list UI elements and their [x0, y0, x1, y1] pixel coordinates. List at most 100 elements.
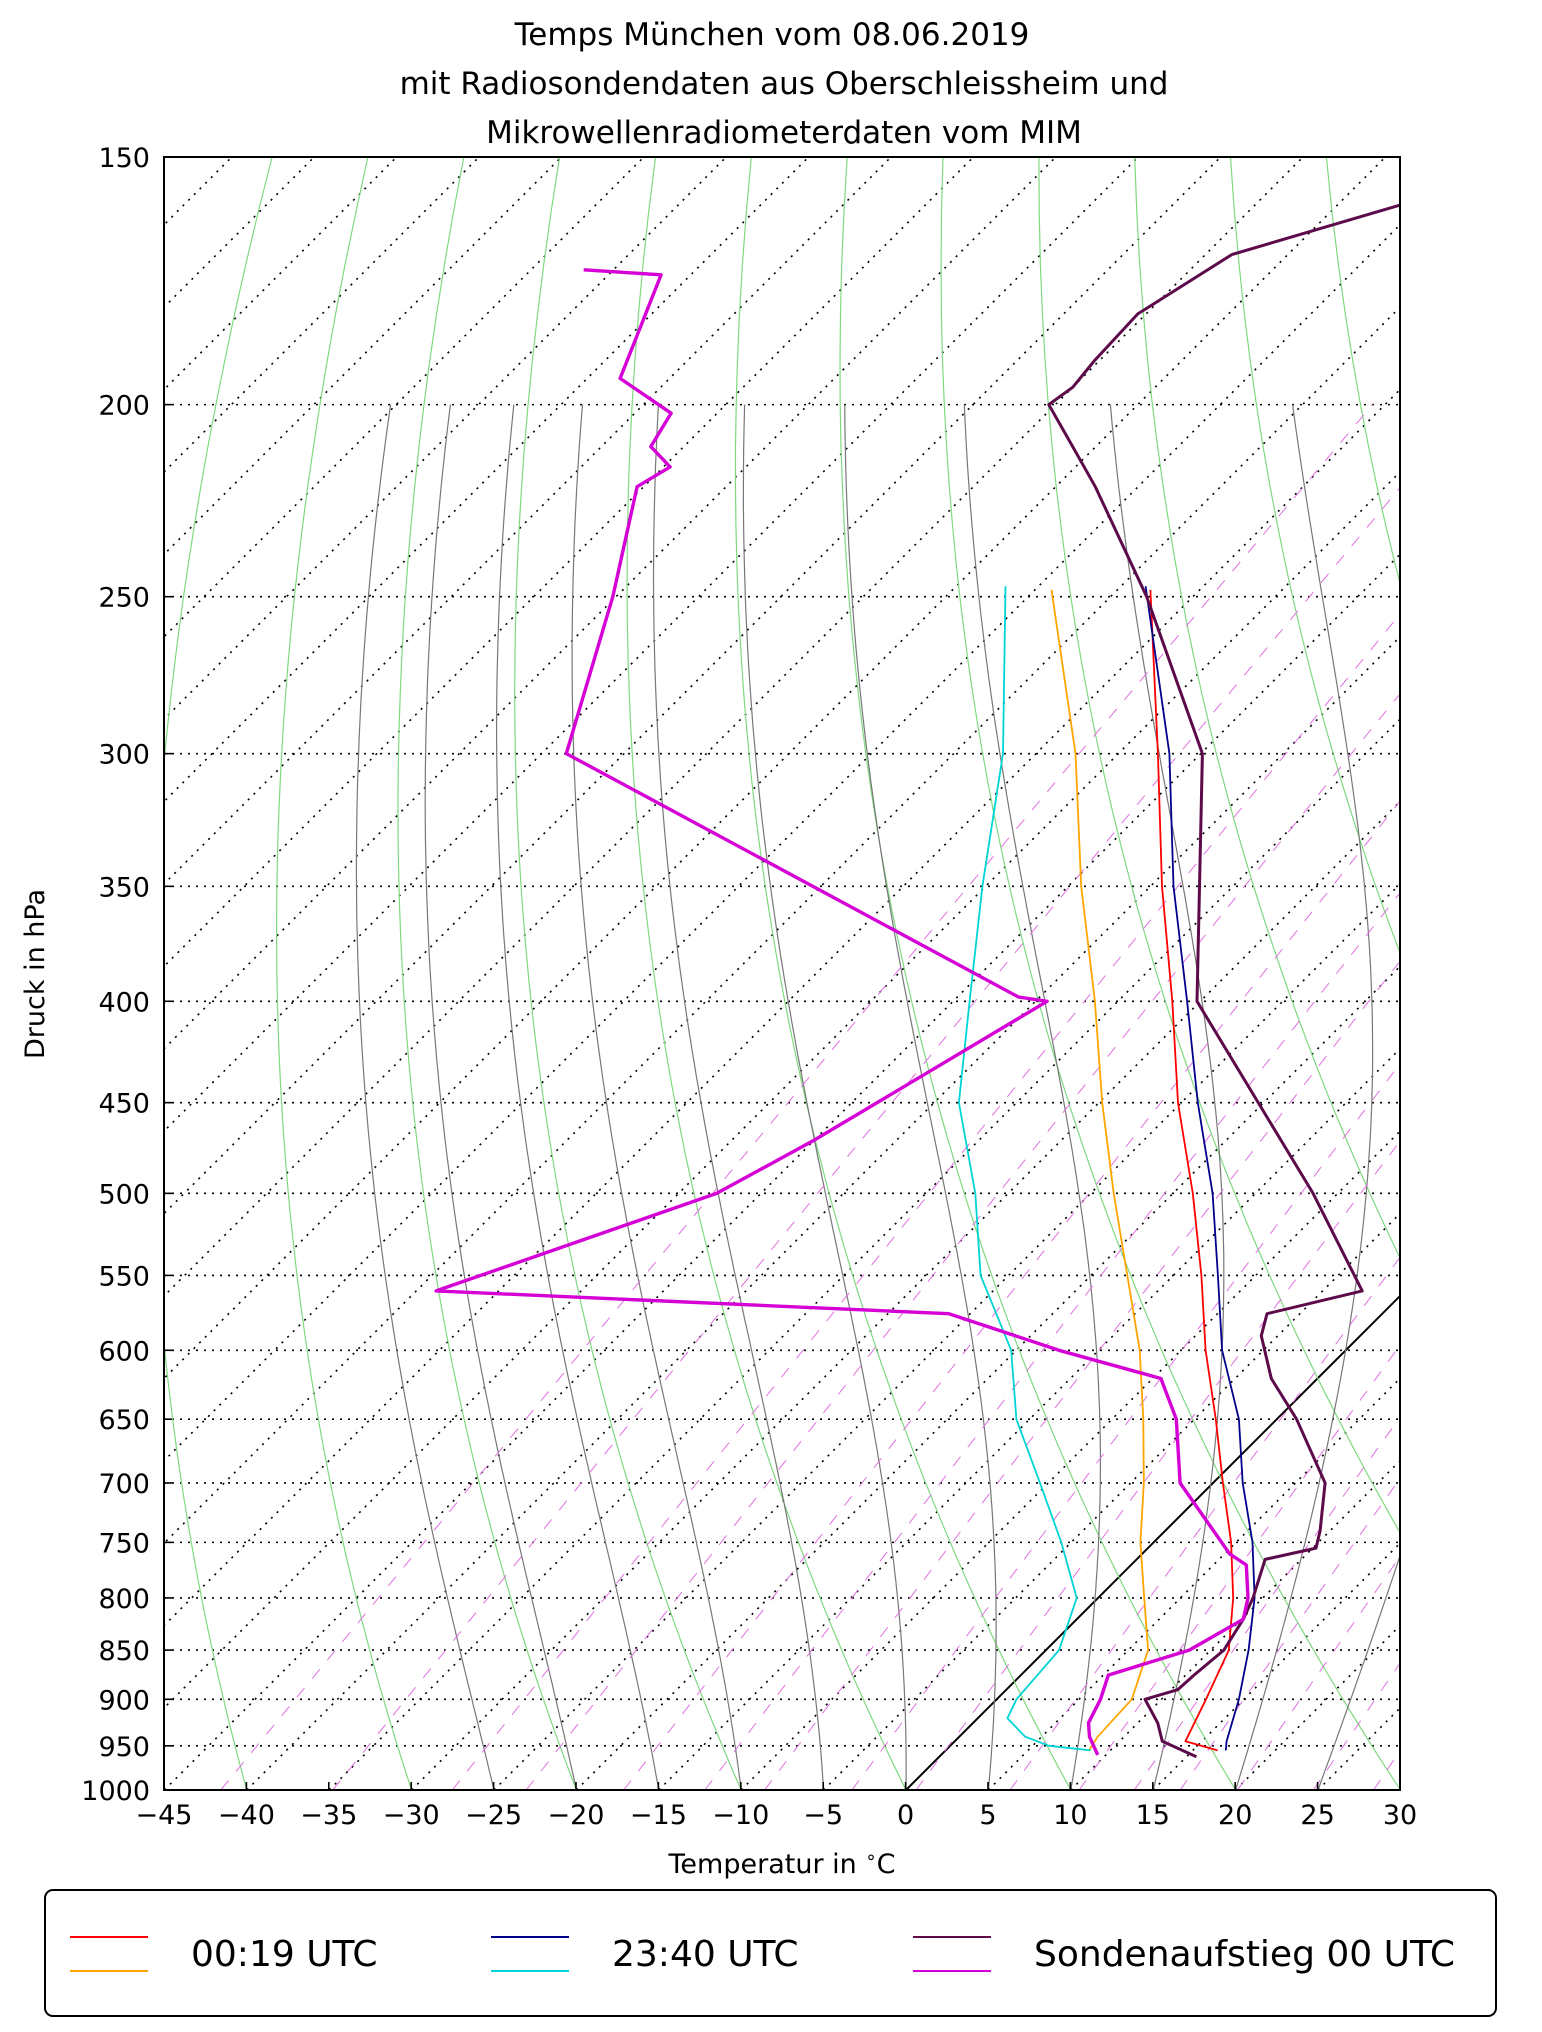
mixing-ratio-line — [1424, 405, 1542, 1790]
y-tick-label: 800 — [98, 1584, 150, 1615]
mixing-ratio-line — [623, 800, 1400, 1790]
mixing-ratio-line — [451, 613, 1400, 1790]
moist-adiabat-line — [844, 404, 997, 1790]
isotherm-line — [164, 157, 1139, 1133]
isotherm-line — [328, 718, 1400, 1790]
isotherm-line — [1317, 1706, 1400, 1790]
moist-adiabat-line — [963, 404, 1102, 1790]
x-tick-label: −40 — [218, 1800, 275, 1831]
y-tick-label: 600 — [98, 1336, 150, 1367]
mixing-ratio-line — [764, 960, 1400, 1790]
legend: 00:19 UTC 23:40 UTC Sondenaufstieg 00 UTC — [44, 1889, 1497, 2017]
y-tick-label: 950 — [98, 1732, 150, 1763]
background-lines — [164, 157, 1542, 1790]
mixing-ratio-line — [704, 892, 1400, 1790]
moist-adiabat-line — [355, 404, 495, 1790]
mixing-ratio-line — [1078, 1344, 1400, 1790]
axis-ticks: −45 −40 −35 −30 −25 −20 −15 −10 −5 0 5 10 15 20 25 30 15… — [81, 143, 1417, 1831]
moist-adiabat-line — [1317, 1553, 1400, 1790]
isotherm-line — [1152, 1542, 1400, 1790]
y-tick-label: 450 — [98, 1089, 150, 1120]
isotherm-line — [411, 800, 1400, 1790]
mixing-ratio-line — [1133, 1416, 1400, 1790]
x-tick-label: 0 — [897, 1800, 914, 1831]
moist-adiabat-line — [1399, 1789, 1400, 1790]
moist-adiabat-line — [1109, 404, 1225, 1790]
isotherm-line — [1070, 1459, 1400, 1790]
isotherm-line — [164, 553, 1400, 1790]
y-tick-label: 150 — [98, 143, 150, 174]
chart-title-line-3: Mikrowellenradiometerdaten vom MIM — [486, 115, 1082, 151]
y-tick-label: 250 — [98, 583, 150, 614]
dry-adiabat-line — [734, 157, 1072, 1790]
y-tick-label: 1000 — [81, 1776, 150, 1807]
mixing-ratio-line — [1237, 1555, 1400, 1790]
x-tick-label: −15 — [630, 1800, 687, 1831]
y-tick-label: 900 — [98, 1685, 150, 1716]
mixing-ratio-line — [1009, 1256, 1400, 1790]
isotherm-line — [164, 223, 1400, 1462]
legend-label-3: Sondenaufstieg 00 UTC — [1034, 1934, 1455, 1975]
series-line-6 — [434, 268, 1250, 1756]
y-tick-label: 550 — [98, 1261, 150, 1292]
y-tick-label: 650 — [98, 1405, 150, 1436]
x-tick-label: 30 — [1383, 1800, 1417, 1831]
dry-adiabat-line — [1229, 157, 1400, 955]
x-axis-label: Temperatur in ∘C — [668, 1847, 896, 1880]
y-tick-label: 350 — [98, 872, 150, 903]
isotherm-line — [164, 157, 562, 556]
plot-frame — [163, 156, 1401, 1791]
mixing-ratio-line — [525, 693, 1400, 1790]
isotherm-line — [164, 157, 398, 391]
series-line-3 — [1144, 586, 1256, 1751]
x-tick-label: 15 — [1136, 1800, 1170, 1831]
moist-adiabat-line — [571, 404, 742, 1790]
y-tick-label: 700 — [98, 1469, 150, 1500]
isotherm-line — [246, 635, 1400, 1790]
x-axis-label-unit: C — [877, 1849, 896, 1880]
dry-adiabat-line — [1422, 157, 1542, 1790]
isotherm-line — [164, 157, 1386, 1380]
legend-box — [44, 1889, 1497, 2017]
isotherm-line — [164, 306, 1400, 1545]
dry-adiabat-line — [397, 157, 577, 1790]
dry-adiabat-line — [1518, 157, 1542, 1790]
isotherm-line — [740, 1130, 1400, 1790]
series-line-2 — [1050, 589, 1149, 1751]
x-tick-label: −45 — [136, 1800, 193, 1831]
moist-adiabat-line — [424, 404, 577, 1790]
isotherm-line — [1399, 1789, 1400, 1790]
mixing-ratio-line — [1312, 1662, 1400, 1790]
x-tick-label: −20 — [548, 1800, 605, 1831]
dry-adiabat-line — [1134, 157, 1400, 1260]
dry-adiabat-line — [164, 157, 273, 1790]
dry-adiabat-line — [940, 157, 1400, 1790]
moist-adiabat-line — [1483, 405, 1542, 1790]
x-tick-label: 25 — [1300, 1800, 1334, 1831]
mixing-ratio-line — [1179, 1477, 1400, 1790]
dry-adiabat-line — [276, 157, 413, 1790]
mixing-ratio-line — [1504, 405, 1542, 1790]
x-tick-label: −5 — [803, 1800, 843, 1831]
isotherm-line — [658, 1047, 1400, 1790]
x-tick-label: −10 — [712, 1800, 769, 1831]
isotherm-line — [575, 965, 1400, 1790]
isotherm-line — [164, 157, 480, 474]
data-series — [434, 203, 1400, 1759]
mixing-ratio-line — [851, 1063, 1400, 1790]
legend-label-1: 00:19 UTC — [191, 1934, 378, 1975]
isotherm-line — [493, 882, 1400, 1790]
isotherm-line — [164, 470, 1400, 1710]
moist-adiabat-line — [742, 404, 907, 1790]
dry-adiabat-line — [1038, 157, 1400, 1534]
x-tick-label: 10 — [1053, 1800, 1087, 1831]
isotherm-line — [164, 388, 1400, 1627]
isotherm-line — [164, 157, 1222, 1215]
x-tick-label: 5 — [979, 1800, 996, 1831]
dry-adiabat-line — [839, 157, 1237, 1790]
x-axis-label-text: Temperatur in — [668, 1849, 866, 1880]
dry-adiabat-line — [626, 157, 907, 1790]
moist-adiabat-line — [652, 404, 825, 1790]
y-tick-label: 400 — [98, 987, 150, 1018]
